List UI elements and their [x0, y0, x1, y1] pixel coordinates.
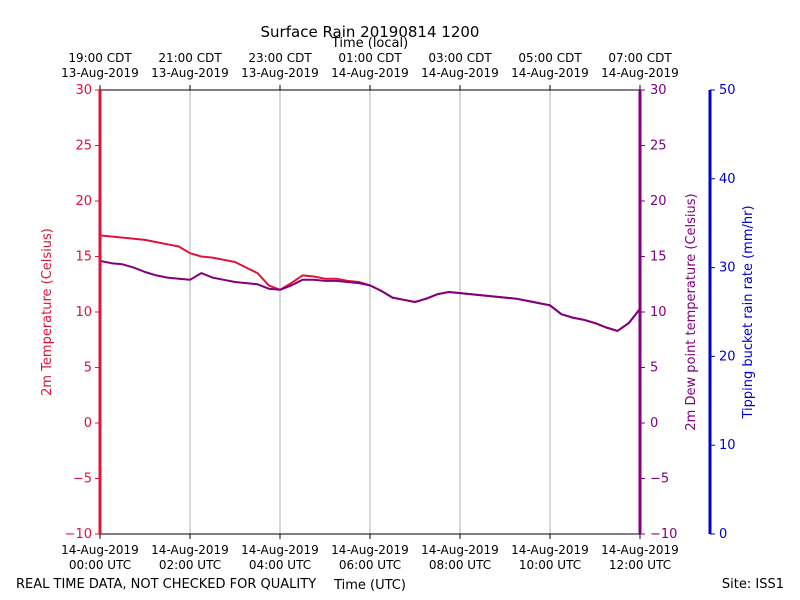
utc-tick-date: 14-Aug-2019 — [151, 543, 229, 557]
utc-tick-date: 14-Aug-2019 — [331, 543, 409, 557]
utc-tick-time: 08:00 UTC — [429, 558, 491, 572]
rain-tick-label: 40 — [719, 172, 736, 187]
axis-labels: Time (local) Time (UTC) 2m Temperature (Ce… — [40, 36, 756, 593]
dewpoint-tick-label: 10 — [650, 305, 667, 320]
utc-tick-time: 10:00 UTC — [519, 558, 581, 572]
temperature-tick-label: 0 — [84, 416, 92, 431]
chart-title: Surface Rain 20190814 1200 — [261, 23, 480, 41]
temperature-tick-label: 10 — [75, 305, 92, 320]
temperature-axis-label: 2m Temperature (Celsius) — [40, 228, 55, 396]
local-tick-time: 21:00 CDT — [158, 51, 222, 65]
utc-tick-date: 14-Aug-2019 — [241, 543, 319, 557]
utc-tick-date: 14-Aug-2019 — [421, 543, 499, 557]
dewpoint-axis-label: 2m Dew point temperature (Celsius) — [684, 193, 699, 430]
rain-tick-label: 30 — [719, 261, 736, 276]
temperature-tick-label: −5 — [73, 472, 92, 487]
rain-tick-label: 20 — [719, 349, 736, 364]
dewpoint-tick-label: 15 — [650, 250, 667, 265]
quality-disclaimer: REAL TIME DATA, NOT CHECKED FOR QUALITY — [16, 577, 316, 592]
temperature-tick-label: 5 — [84, 361, 92, 376]
dewpoint-tick-label: 5 — [650, 361, 658, 376]
temperature-tick-label: 30 — [75, 83, 92, 98]
utc-time-axis-label: Time (UTC) — [333, 578, 406, 593]
dewpoint-tick-label: 30 — [650, 83, 667, 98]
site-label: Site: ISS1 — [722, 577, 784, 592]
local-tick-time: 05:00 CDT — [518, 51, 582, 65]
utc-tick-time: 12:00 UTC — [609, 558, 671, 572]
local-time-axis-label: Time (local) — [331, 36, 408, 51]
local-tick-date: 14-Aug-2019 — [421, 66, 499, 80]
vertical-grid — [189, 90, 551, 534]
utc-tick-time: 02:00 UTC — [159, 558, 221, 572]
local-tick-time: 01:00 CDT — [338, 51, 402, 65]
utc-tick-date: 14-Aug-2019 — [511, 543, 589, 557]
temperature-tick-label: −10 — [65, 527, 92, 542]
rain-tick-label: 50 — [719, 83, 736, 98]
temperature-tick-label: 25 — [75, 139, 92, 154]
local-tick-time: 03:00 CDT — [428, 51, 492, 65]
dewpoint-tick-label: 20 — [650, 194, 667, 209]
local-tick-time: 19:00 CDT — [68, 51, 132, 65]
local-tick-date: 14-Aug-2019 — [601, 66, 679, 80]
temperature-tick-label: 15 — [75, 250, 92, 265]
utc-tick-time: 06:00 UTC — [339, 558, 401, 572]
utc-tick-date: 14-Aug-2019 — [61, 543, 139, 557]
dewpoint-tick-label: −10 — [650, 527, 677, 542]
utc-tick-time: 00:00 UTC — [69, 558, 131, 572]
local-tick-date: 13-Aug-2019 — [61, 66, 139, 80]
utc-tick-date: 14-Aug-2019 — [601, 543, 679, 557]
rain-tick-label: 10 — [719, 438, 736, 453]
local-tick-date: 13-Aug-2019 — [151, 66, 229, 80]
local-tick-date: 13-Aug-2019 — [241, 66, 319, 80]
dewpoint-line — [99, 259, 641, 332]
local-tick-date: 14-Aug-2019 — [331, 66, 409, 80]
dewpoint-tick-label: 0 — [650, 416, 658, 431]
rain-axis-label: Tipping bucket rain rate (mm/hr) — [741, 205, 756, 419]
local-tick-time: 07:00 CDT — [608, 51, 672, 65]
utc-tick-time: 04:00 UTC — [249, 558, 311, 572]
temperature-tick-label: 20 — [75, 194, 92, 209]
rain-tick-label: 0 — [719, 527, 727, 542]
axes-layer: 302520151050−5−10302520151050−5−10504030… — [61, 51, 735, 572]
local-tick-time: 23:00 CDT — [248, 51, 312, 65]
dewpoint-tick-label: 25 — [650, 139, 667, 154]
series-layer — [99, 234, 641, 332]
dewpoint-tick-label: −5 — [650, 472, 669, 487]
local-tick-date: 14-Aug-2019 — [511, 66, 589, 80]
